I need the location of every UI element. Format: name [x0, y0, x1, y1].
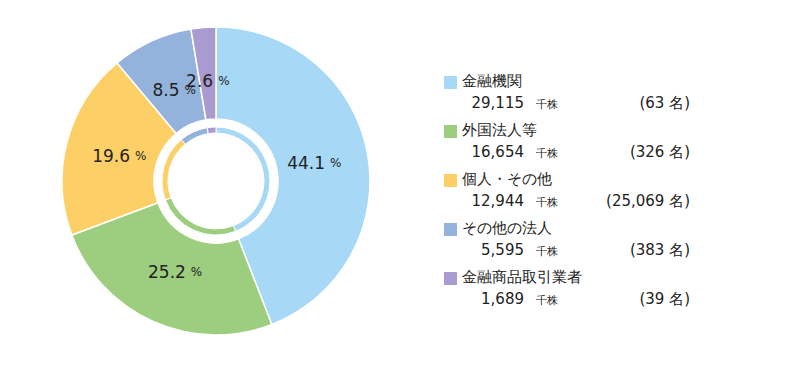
- html-text:1,689: 1,689: [481, 290, 524, 308]
- html-text:16,654: 16,654: [471, 143, 524, 161]
- html-text:(326 名): (326 名): [629, 143, 690, 161]
- svg-text:19.6%: 19.6%: [92, 146, 146, 166]
- html-text:29,115: 29,115: [471, 94, 524, 112]
- html-text:(39 名): (39 名): [639, 290, 690, 308]
- html-text:(25,069 名): (25,069 名): [606, 192, 690, 210]
- html-text:金融機関: 金融機関: [462, 72, 522, 90]
- html-text:千株: 千株: [536, 147, 558, 160]
- svg-text:25.2%: 25.2%: [148, 262, 202, 282]
- html-text:千株: 千株: [536, 196, 558, 209]
- html-text:5,595: 5,595: [481, 241, 524, 259]
- html-text:千株: 千株: [536, 294, 558, 307]
- html-text:(63 名): (63 名): [639, 94, 690, 112]
- html-text:その他の法人: その他の法人: [462, 219, 552, 237]
- html-text:金融商品取引業者: 金融商品取引業者: [462, 268, 582, 286]
- html-text:12,944: 12,944: [471, 192, 524, 210]
- html-text:千株: 千株: [536, 245, 558, 258]
- html-text:(383 名): (383 名): [629, 241, 690, 259]
- svg-text:2.6%: 2.6%: [186, 71, 229, 91]
- html-text:外国法人等: 外国法人等: [462, 121, 537, 139]
- svg-text:44.1%: 44.1%: [287, 153, 341, 173]
- html-text:個人・その他: 個人・その他: [462, 170, 552, 188]
- html-text:8.5: 8.5: [152, 80, 180, 101]
- html-text:千株: 千株: [536, 98, 558, 111]
